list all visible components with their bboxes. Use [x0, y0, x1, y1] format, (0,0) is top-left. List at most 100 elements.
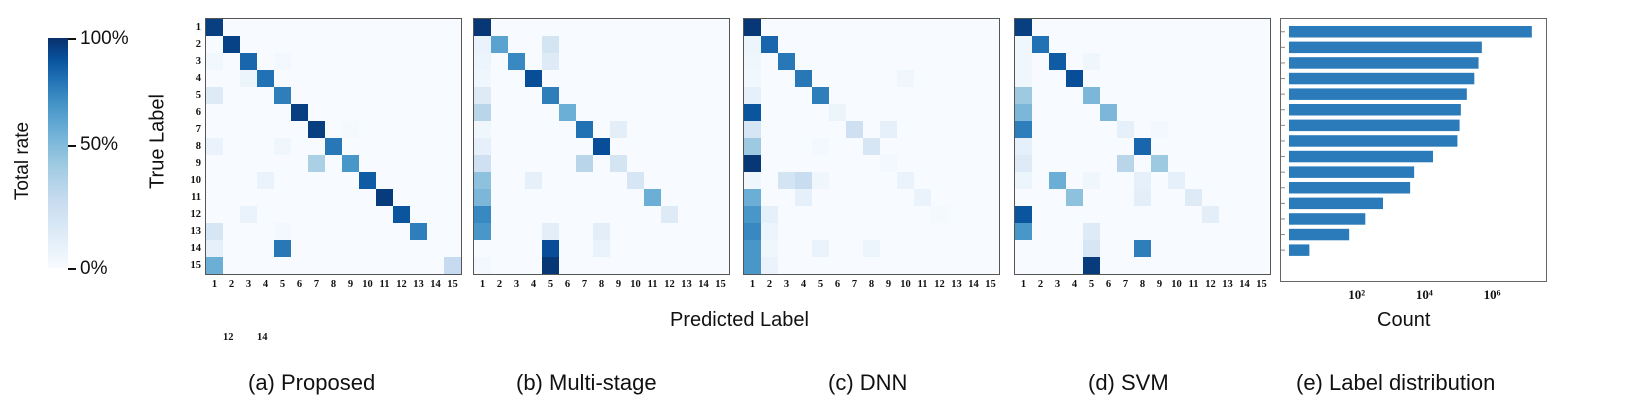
heatmap-cell [1032, 87, 1049, 104]
heatmap-cell [593, 155, 610, 172]
heatmap-cell [1236, 223, 1253, 240]
heatmap-cell [393, 87, 410, 104]
heatmap-cell [576, 87, 593, 104]
heatmap-cell [1253, 155, 1270, 172]
heatmap-cell [761, 53, 778, 70]
heatmap-cell [1219, 104, 1236, 121]
heatmap-cell [444, 19, 461, 36]
x-tick-label: 8 [868, 279, 875, 290]
heatmap-cell [982, 189, 999, 206]
y-tick-label: 5 [195, 90, 201, 101]
heatmap-cell [508, 223, 525, 240]
heatmap-cell [474, 189, 491, 206]
heatmap-cell [525, 70, 542, 87]
heatmap-cell [342, 53, 359, 70]
heatmap-cell [576, 138, 593, 155]
heatmap-cell [829, 172, 846, 189]
heatmap-cell [863, 87, 880, 104]
heatmap-cell [291, 70, 308, 87]
x-tick-label: 9 [1156, 279, 1163, 290]
heatmap-cell [1100, 36, 1117, 53]
caption-dnn: (c) DNN [828, 370, 908, 395]
heatmap-cell [778, 172, 795, 189]
heatmap-cell [1253, 240, 1270, 257]
heatmap-cell [1202, 206, 1219, 223]
heatmap-cell [1151, 223, 1168, 240]
heatmap-cell [325, 206, 342, 223]
heatmap-cell [965, 206, 982, 223]
heatmap-cell [559, 70, 576, 87]
heatmap-cell [525, 172, 542, 189]
heatmap-cell [1202, 70, 1219, 87]
heatmap-cell [342, 155, 359, 172]
heatmap-cell [744, 70, 761, 87]
heatmap-cell [1168, 70, 1185, 87]
heatmap-cell [593, 257, 610, 274]
heatmap-cell [1151, 121, 1168, 138]
heatmap-cell [542, 53, 559, 70]
heatmap-cell [1015, 172, 1032, 189]
heatmap-cell [508, 36, 525, 53]
heatmap-cell [291, 206, 308, 223]
heatmap-cell [274, 87, 291, 104]
heatmap-frame-4 [1014, 18, 1271, 275]
heatmap-cell [965, 53, 982, 70]
heatmap-cell [678, 223, 695, 240]
heatmap-cell [576, 257, 593, 274]
heatmap-cell [778, 206, 795, 223]
heatmap-cell [376, 223, 393, 240]
heatmap-cell [491, 121, 508, 138]
heatmap-cell [274, 104, 291, 121]
heatmap-cell [240, 172, 257, 189]
heatmap-cell [508, 53, 525, 70]
heatmap-cell [1134, 172, 1151, 189]
heatmap-cell [610, 240, 627, 257]
heatmap-cell [325, 19, 342, 36]
heatmap-cell [1083, 240, 1100, 257]
heatmap-cell [1083, 70, 1100, 87]
heatmap-cell [812, 189, 829, 206]
heatmap-cell [931, 53, 948, 70]
heatmap-cell [1117, 121, 1134, 138]
bar-x-tick-label: 10² [1348, 287, 1366, 302]
heatmap-cell [678, 189, 695, 206]
heatmap-cell [661, 36, 678, 53]
heatmap-cell [593, 189, 610, 206]
heatmap-cell [678, 206, 695, 223]
heatmap-cell [1066, 240, 1083, 257]
bar [1289, 182, 1411, 194]
heatmap-cell [712, 70, 729, 87]
heatmap-cell [1083, 257, 1100, 274]
heatmap-cell [880, 53, 897, 70]
y-tick-label: 13 [190, 226, 202, 237]
y-axis-title: True Label [146, 94, 169, 189]
x-tick-label: 4 [530, 279, 537, 290]
heatmap-cell [880, 155, 897, 172]
heatmap-cell [1032, 19, 1049, 36]
heatmap-cell [1236, 155, 1253, 172]
heatmap-cell [376, 240, 393, 257]
heatmap-cell [897, 138, 914, 155]
heatmap-cell [240, 138, 257, 155]
heatmap-cell [829, 155, 846, 172]
bar-chart-frame [1280, 18, 1547, 282]
heatmap-cell [644, 36, 661, 53]
heatmap-cell [427, 206, 444, 223]
heatmap-cell [1202, 257, 1219, 274]
heatmap-cell [1100, 138, 1117, 155]
heatmap-cell [880, 223, 897, 240]
heatmap-cell [1032, 257, 1049, 274]
heatmap-cell [1202, 155, 1219, 172]
heatmap-cell [712, 240, 729, 257]
x-tick-label: 3 [1054, 279, 1061, 290]
heatmap-cell [1015, 138, 1032, 155]
heatmap-cell [474, 257, 491, 274]
y-tick-label: 10 [190, 175, 202, 186]
heatmap-cell [1151, 70, 1168, 87]
x-tick-label: 9 [615, 279, 622, 290]
heatmap-cell [880, 121, 897, 138]
heatmap-cell [863, 206, 880, 223]
heatmap-cell [206, 104, 223, 121]
heatmap-cell [508, 87, 525, 104]
y-tick-label: 7 [195, 124, 201, 135]
